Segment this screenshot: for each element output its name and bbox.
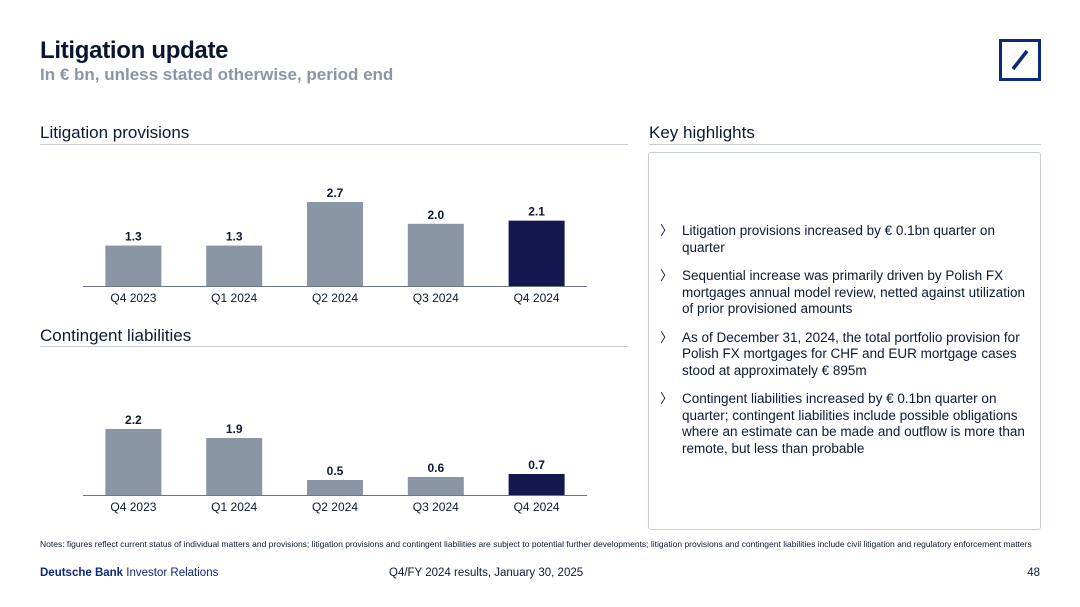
highlights-box [648,152,1041,530]
data-label: 2.0 [427,208,444,222]
category-label: Q3 2024 [413,291,459,305]
category-label: Q4 2024 [514,291,560,305]
bar [508,474,565,495]
highlight-item: 〉 Litigation provisions increased by € 0… [660,223,1038,256]
data-label: 0.6 [427,461,444,475]
highlight-text: As of December 31, 2024, the total portf… [682,329,1020,378]
highlights-section-title: Key highlights [649,123,755,142]
bar [508,220,565,286]
chevron-right-icon: 〉 [660,268,674,283]
category-label: Q2 2024 [312,291,358,305]
category-label: Q4 2024 [514,500,560,514]
footer-event: Q4/FY 2024 results, January 30, 2025 [389,567,584,579]
data-label: 2.1 [528,205,545,219]
bar [407,477,464,495]
footer-brand: Deutsche Bank Investor Relations [40,567,218,579]
bar [105,245,162,286]
bar [407,223,464,286]
chevron-right-icon: 〉 [660,391,674,406]
page-title: Litigation update [40,37,229,64]
data-label: 0.7 [528,458,545,472]
data-label: 1.3 [226,230,243,244]
highlight-item: 〉 Sequential increase was primarily driv… [660,268,1038,318]
footer-division: Investor Relations [126,567,219,579]
bar [307,202,363,286]
footnotes: Notes: figures reflect current status of… [40,539,1032,549]
data-label: 2.2 [125,413,142,427]
deutsche-bank-slash-square-icon [1011,49,1029,71]
highlight-text: Contingent liabilities increased by € 0.… [682,391,1025,456]
highlight-text: Litigation provisions increased by € 0.1… [682,223,995,255]
data-label: 1.9 [226,422,243,436]
deutsche-bank-logo [999,39,1041,81]
chevron-right-icon: 〉 [660,223,674,238]
highlights-title-rule [649,144,1041,145]
page-subtitle: In € bn, unless stated otherwise, period… [40,65,394,84]
bar [105,429,162,495]
bar [206,245,263,286]
data-label: 2.7 [327,186,344,200]
bar [307,480,363,495]
category-label: Q1 2024 [211,291,257,305]
category-label: Q3 2024 [413,500,459,514]
highlight-item: 〉 As of December 31, 2024, the total por… [660,330,1038,380]
chevron-right-icon: 〉 [660,329,674,345]
provisions-title-rule [40,144,628,145]
highlights-list: 〉 Litigation provisions increased by € 0… [660,223,1038,469]
data-label: 1.3 [125,230,142,244]
provisions-section-title: Litigation provisions [40,123,190,142]
category-label: Q2 2024 [312,500,358,514]
bar [206,438,263,495]
category-label: Q4 2023 [110,500,156,514]
contingent-title-rule [40,346,628,347]
category-label: Q1 2024 [211,500,257,514]
footer-brand-name: Deutsche Bank [40,567,124,579]
contingent-section-title: Contingent liabilities [40,326,192,345]
highlight-text: Sequential increase was primarily driven… [682,268,1025,316]
highlight-item: 〉 Contingent liabilities increased by € … [660,391,1038,457]
category-label: Q4 2023 [110,291,156,305]
data-label: 0.5 [327,464,344,478]
page-number: 48 [1027,567,1040,579]
